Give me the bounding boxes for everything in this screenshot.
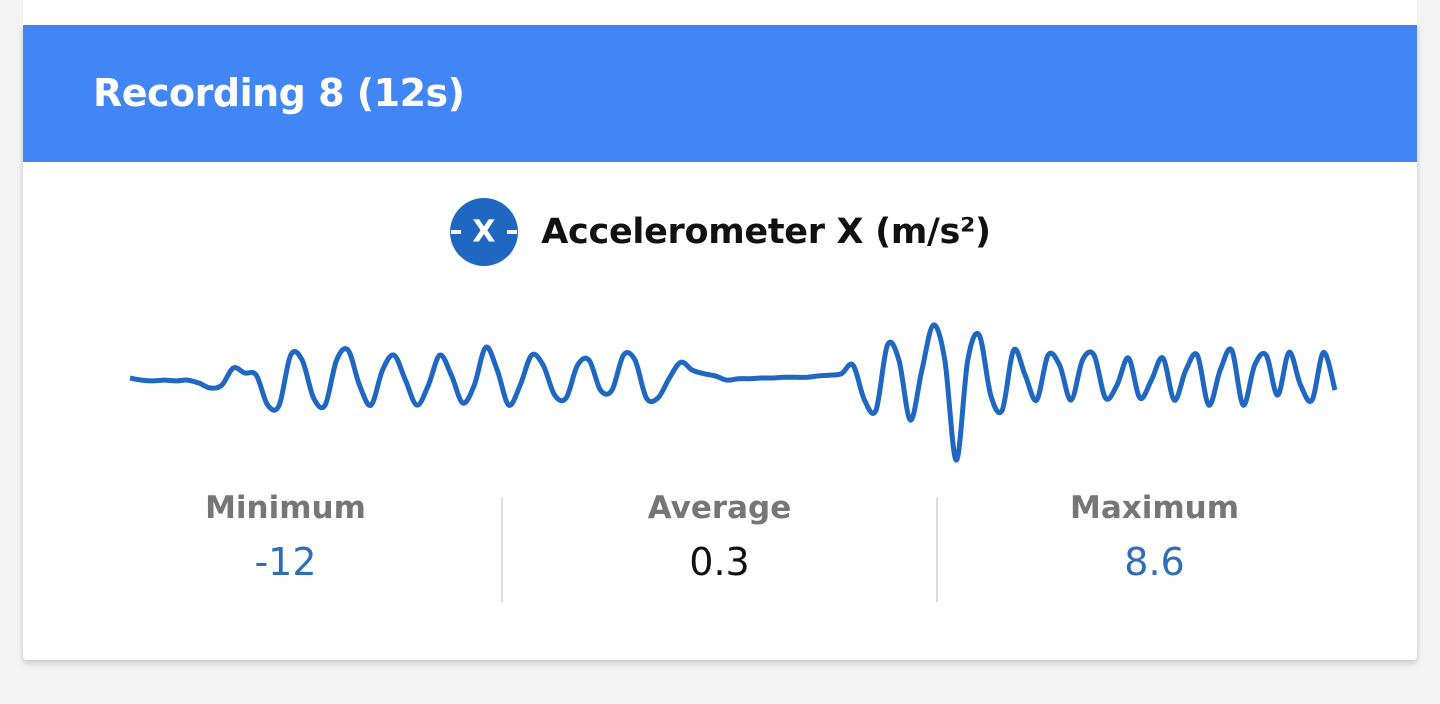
sensor-row: X Accelerometer X (m/s²) <box>23 197 1417 267</box>
sensor-icon: X <box>450 198 519 266</box>
stat-value: -12 <box>254 540 317 584</box>
stat: Maximum 8.6 <box>937 490 1372 584</box>
divider <box>501 497 503 602</box>
sensor-icon-letter: X <box>473 215 496 250</box>
waveform-line <box>129 322 1338 463</box>
stat-value: 0.3 <box>689 540 750 584</box>
stat: Average 0.3 <box>502 490 937 584</box>
sparkline <box>129 322 1338 463</box>
divider <box>936 497 938 602</box>
stat: Minimum -12 <box>68 490 503 584</box>
stat-label: Minimum <box>205 490 366 526</box>
previous-card <box>23 0 1417 25</box>
stat-label: Average <box>647 490 792 526</box>
stat-label: Maximum <box>1069 490 1240 526</box>
recording-title: Recording 8 (12s) <box>93 71 465 115</box>
card-header: Recording 8 (12s) <box>23 25 1417 162</box>
recording-card[interactable]: Recording 8 (12s) X Accelerometer X (m/s… <box>23 25 1417 660</box>
sensor-label: Accelerometer X (m/s²) <box>541 212 991 252</box>
stat-value: 8.6 <box>1124 540 1185 584</box>
